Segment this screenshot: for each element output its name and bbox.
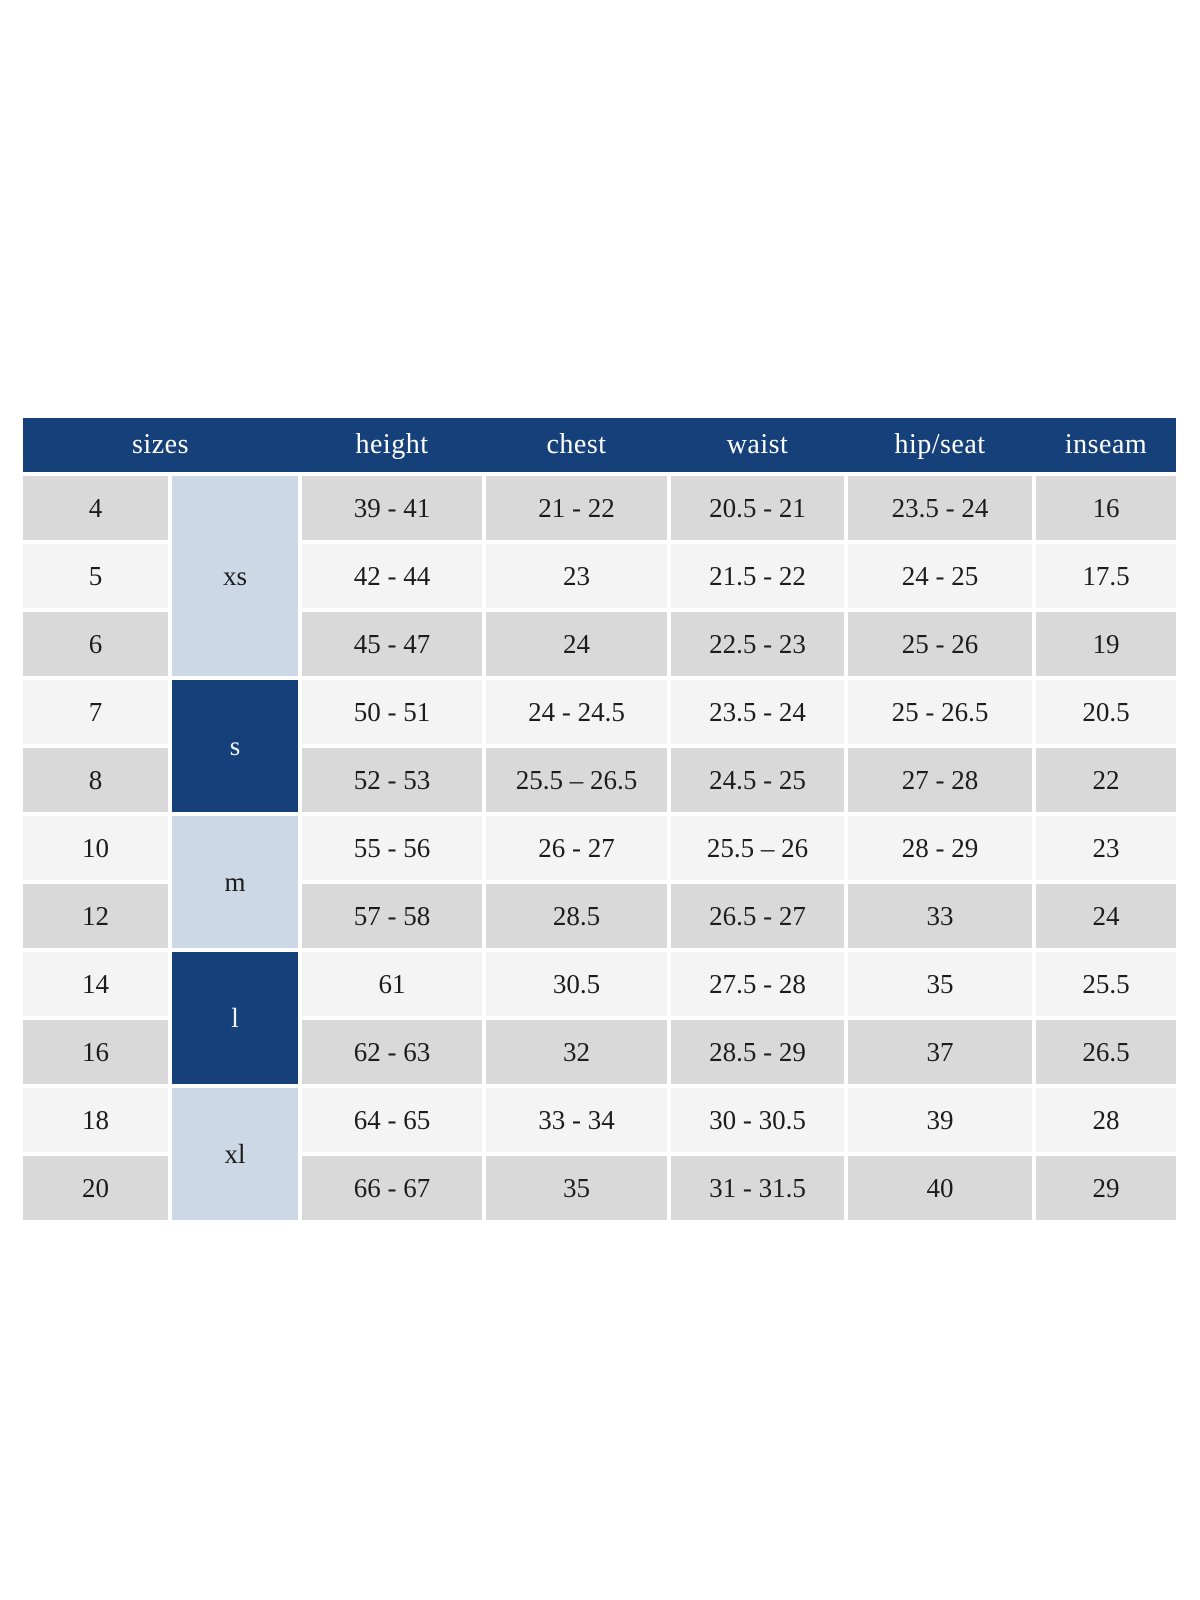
column-header-chest: chest <box>546 429 607 460</box>
height-cell: 42 - 44 <box>302 544 482 608</box>
size-cell: 8 <box>23 748 168 812</box>
size-cell: 6 <box>23 612 168 676</box>
chest-cell: 26 - 27 <box>486 816 667 880</box>
size-cell: 20 <box>23 1156 168 1220</box>
waist-cell: 24.5 - 25 <box>671 748 844 812</box>
hip-seat-cell: 25 - 26 <box>848 612 1032 676</box>
size-cell: 18 <box>23 1088 168 1152</box>
chest-cell: 24 <box>486 612 667 676</box>
waist-cell: 21.5 - 22 <box>671 544 844 608</box>
column-header-height: height <box>355 429 429 460</box>
inseam-cell: 22 <box>1036 748 1176 812</box>
size-group-xl: xl <box>172 1088 298 1220</box>
chest-cell: 35 <box>486 1156 667 1220</box>
height-cell: 61 <box>302 952 482 1016</box>
waist-cell: 30 - 30.5 <box>671 1088 844 1152</box>
hip-seat-cell: 27 - 28 <box>848 748 1032 812</box>
inseam-cell: 25.5 <box>1036 952 1176 1016</box>
hip-seat-cell: 35 <box>848 952 1032 1016</box>
hip-seat-cell: 28 - 29 <box>848 816 1032 880</box>
hip-seat-cell: 39 <box>848 1088 1032 1152</box>
column-header-sizes: sizes <box>132 429 189 460</box>
waist-cell: 20.5 - 21 <box>671 476 844 540</box>
size-group-m: m <box>172 816 298 948</box>
chest-cell: 21 - 22 <box>486 476 667 540</box>
size-cell: 14 <box>23 952 168 1016</box>
height-cell: 64 - 65 <box>302 1088 482 1152</box>
inseam-cell: 23 <box>1036 816 1176 880</box>
inseam-cell: 20.5 <box>1036 680 1176 744</box>
inseam-cell: 24 <box>1036 884 1176 948</box>
hip-seat-cell: 40 <box>848 1156 1032 1220</box>
height-cell: 52 - 53 <box>302 748 482 812</box>
hip-seat-cell: 23.5 - 24 <box>848 476 1032 540</box>
column-header-waist: waist <box>726 429 789 460</box>
inseam-cell: 17.5 <box>1036 544 1176 608</box>
size-cell: 16 <box>23 1020 168 1084</box>
size-group-xs: xs <box>172 476 298 676</box>
chest-cell: 25.5 – 26.5 <box>486 748 667 812</box>
size-chart-table: sizes height chest waist hip/seat inseam xs 4 3… <box>23 418 1176 1220</box>
size-cell: 7 <box>23 680 168 744</box>
inseam-cell: 16 <box>1036 476 1176 540</box>
waist-cell: 27.5 - 28 <box>671 952 844 1016</box>
chest-cell: 32 <box>486 1020 667 1084</box>
waist-cell: 28.5 - 29 <box>671 1020 844 1084</box>
waist-cell: 22.5 - 23 <box>671 612 844 676</box>
size-cell: 12 <box>23 884 168 948</box>
height-cell: 57 - 58 <box>302 884 482 948</box>
waist-cell: 26.5 - 27 <box>671 884 844 948</box>
chest-cell: 33 - 34 <box>486 1088 667 1152</box>
chest-cell: 30.5 <box>486 952 667 1016</box>
size-cell: 4 <box>23 476 168 540</box>
height-cell: 39 - 41 <box>302 476 482 540</box>
height-cell: 45 - 47 <box>302 612 482 676</box>
height-cell: 66 - 67 <box>302 1156 482 1220</box>
size-chart-header-row: sizes height chest waist hip/seat inseam <box>23 418 1176 472</box>
inseam-cell: 19 <box>1036 612 1176 676</box>
chest-cell: 23 <box>486 544 667 608</box>
waist-cell: 31 - 31.5 <box>671 1156 844 1220</box>
inseam-cell: 26.5 <box>1036 1020 1176 1084</box>
hip-seat-cell: 25 - 26.5 <box>848 680 1032 744</box>
waist-cell: 23.5 - 24 <box>671 680 844 744</box>
inseam-cell: 28 <box>1036 1088 1176 1152</box>
column-header-inseam: inseam <box>1064 429 1148 460</box>
height-cell: 55 - 56 <box>302 816 482 880</box>
inseam-cell: 29 <box>1036 1156 1176 1220</box>
waist-cell: 25.5 – 26 <box>671 816 844 880</box>
size-group-l: l <box>172 952 298 1084</box>
column-header-hip_seat: hip/seat <box>894 429 986 460</box>
chest-cell: 28.5 <box>486 884 667 948</box>
height-cell: 62 - 63 <box>302 1020 482 1084</box>
chest-cell: 24 - 24.5 <box>486 680 667 744</box>
hip-seat-cell: 24 - 25 <box>848 544 1032 608</box>
height-cell: 50 - 51 <box>302 680 482 744</box>
hip-seat-cell: 37 <box>848 1020 1032 1084</box>
size-group-s: s <box>172 680 298 812</box>
size-cell: 5 <box>23 544 168 608</box>
size-cell: 10 <box>23 816 168 880</box>
hip-seat-cell: 33 <box>848 884 1032 948</box>
